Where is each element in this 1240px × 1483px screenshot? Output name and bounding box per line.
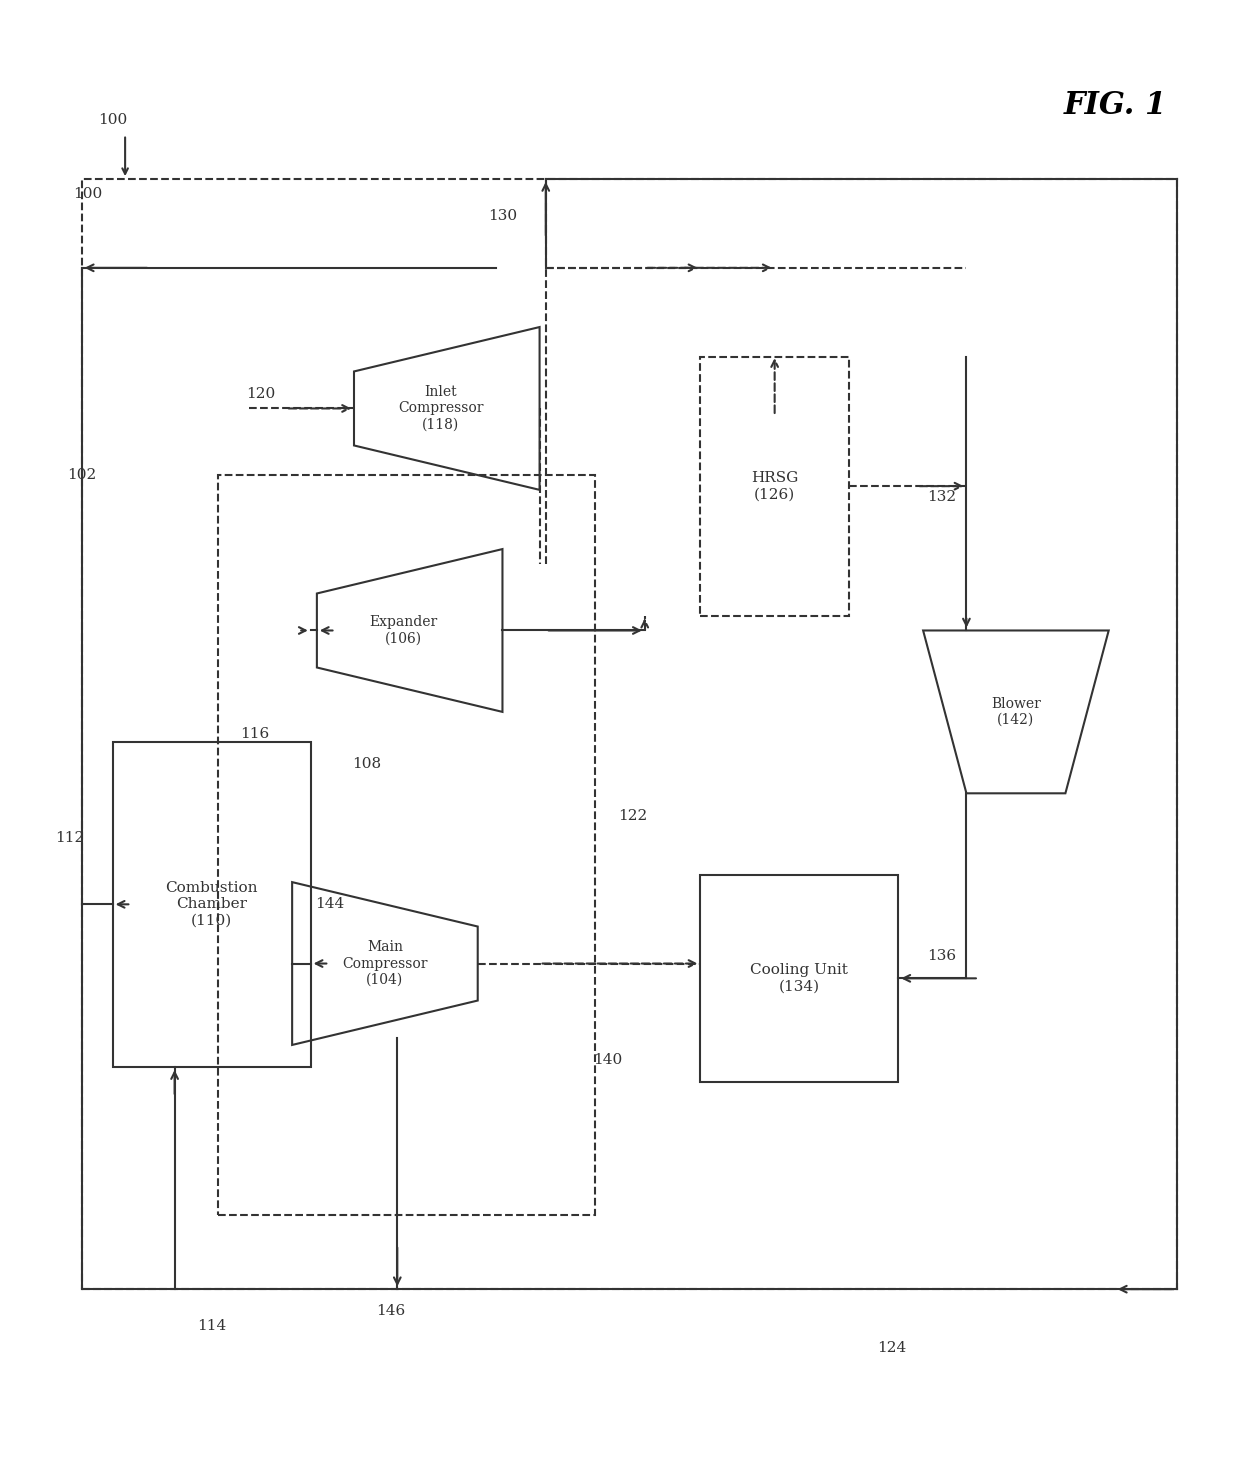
Text: 100: 100 xyxy=(73,187,103,200)
Text: 122: 122 xyxy=(618,808,647,823)
Text: Inlet
Compressor
(118): Inlet Compressor (118) xyxy=(398,386,484,432)
Text: 120: 120 xyxy=(247,387,275,400)
Text: Expander
(106): Expander (106) xyxy=(370,615,438,645)
Text: 136: 136 xyxy=(928,949,956,962)
Text: Cooling Unit
(134): Cooling Unit (134) xyxy=(750,964,848,994)
Text: 108: 108 xyxy=(352,756,381,771)
Text: 144: 144 xyxy=(315,897,343,912)
Text: 130: 130 xyxy=(487,209,517,222)
Text: 124: 124 xyxy=(878,1342,906,1355)
Text: FIG. 1: FIG. 1 xyxy=(1063,89,1167,120)
Text: 132: 132 xyxy=(928,491,956,504)
Text: HRSG
(126): HRSG (126) xyxy=(751,472,799,501)
Text: 112: 112 xyxy=(55,830,84,845)
Text: 114: 114 xyxy=(197,1320,227,1333)
Text: 116: 116 xyxy=(241,727,269,742)
Text: 146: 146 xyxy=(377,1305,405,1318)
Text: Combustion
Chamber
(110): Combustion Chamber (110) xyxy=(165,881,258,927)
Text: 140: 140 xyxy=(593,1053,622,1066)
Text: Blower
(142): Blower (142) xyxy=(991,697,1040,727)
Text: 102: 102 xyxy=(67,469,97,482)
Text: Main
Compressor
(104): Main Compressor (104) xyxy=(342,940,428,986)
Text: 100: 100 xyxy=(98,113,128,128)
